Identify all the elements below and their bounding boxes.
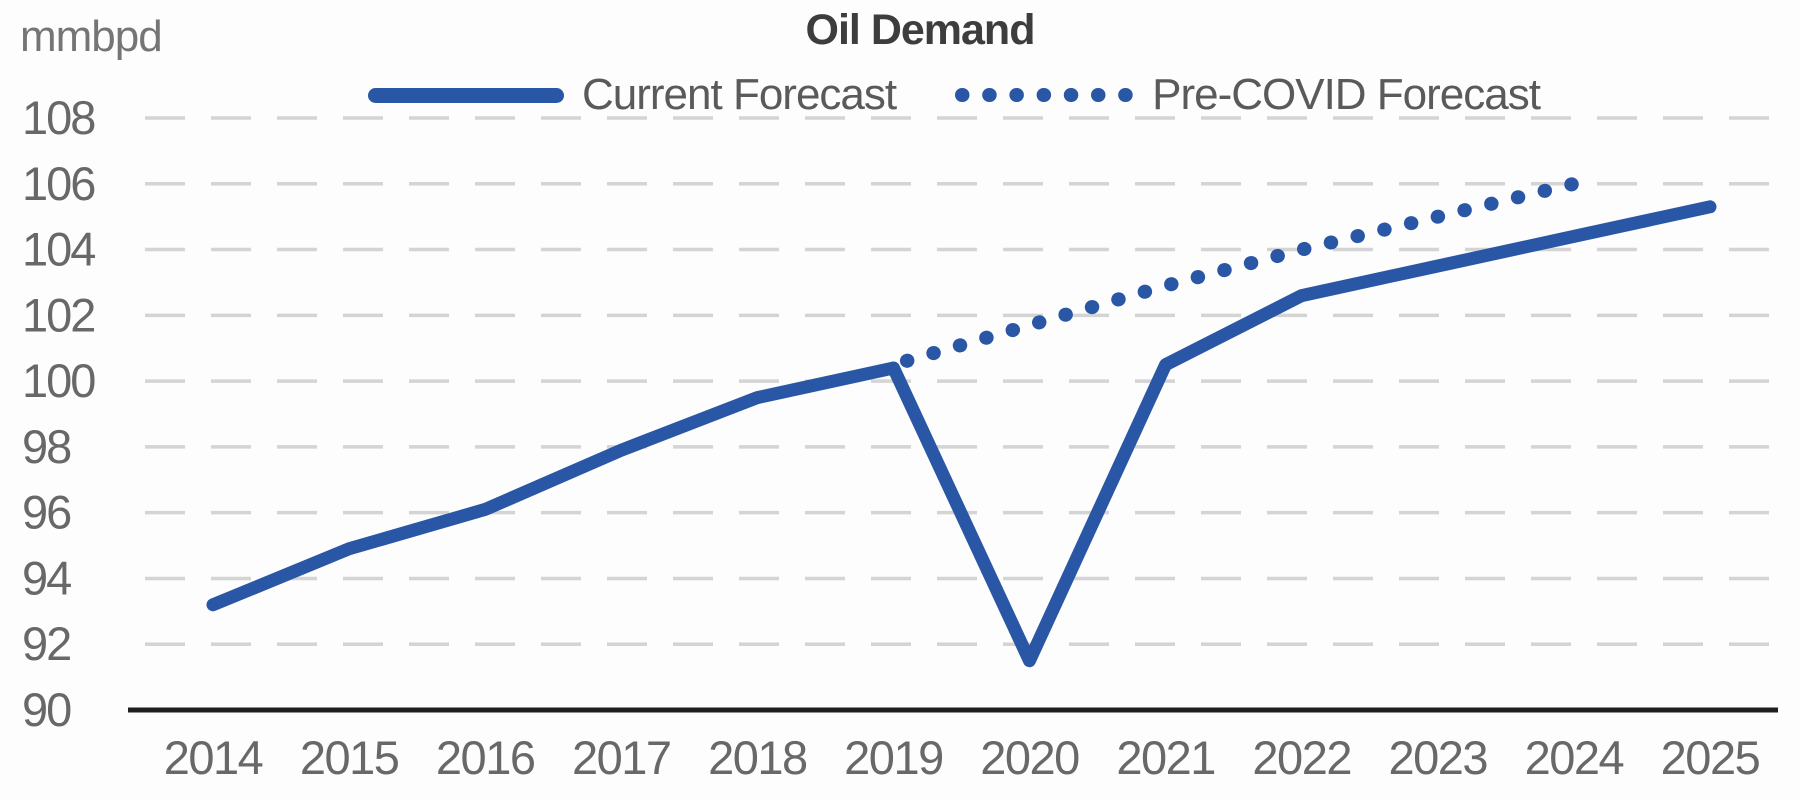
y-tick-label: 96 [22,486,71,539]
x-tick-label: 2023 [1389,731,1488,784]
y-tick-label: 104 [22,223,95,276]
dotted-line-swatch [955,88,1135,102]
y-tick-label: 94 [22,551,71,604]
x-tick-label: 2016 [436,731,535,784]
legend-label-pre-covid-forecast: Pre-COVID Forecast [1152,70,1541,119]
legend-item-pre-covid-forecast: Pre-COVID Forecast [954,70,1541,120]
x-tick-label: 2020 [980,731,1079,784]
x-tick-label: 2024 [1525,731,1624,784]
chart-title: Oil Demand [805,6,1036,54]
x-tick-label: 2018 [708,731,807,784]
x-tick-label: 2014 [164,731,263,784]
x-tick-label: 2021 [1116,731,1215,784]
x-tick-label: 2025 [1661,731,1760,784]
legend: Current Forecast Pre-COVID Forecast [368,70,1541,120]
y-tick-label: 106 [22,157,95,210]
legend-label-current-forecast: Current Forecast [582,70,897,119]
y-tick-label: 108 [22,91,95,144]
y-tick-label: 92 [22,617,70,670]
y-axis-unit-label: mmbpd [20,12,163,61]
y-tick-label: 98 [22,420,71,473]
solid-line-swatch [368,87,564,103]
y-tick-label: 90 [22,683,71,736]
x-tick-label: 2019 [844,731,943,784]
x-tick-label: 2022 [1252,731,1351,784]
y-tick-label: 100 [22,354,95,407]
x-tick-label: 2017 [572,731,671,784]
legend-item-current-forecast: Current Forecast [368,70,897,120]
series-current-forecast-line [206,200,1717,668]
series-pre-covid-forecast-line [886,176,1581,372]
x-tick-label: 2015 [300,731,399,784]
y-tick-label: 102 [22,288,94,341]
